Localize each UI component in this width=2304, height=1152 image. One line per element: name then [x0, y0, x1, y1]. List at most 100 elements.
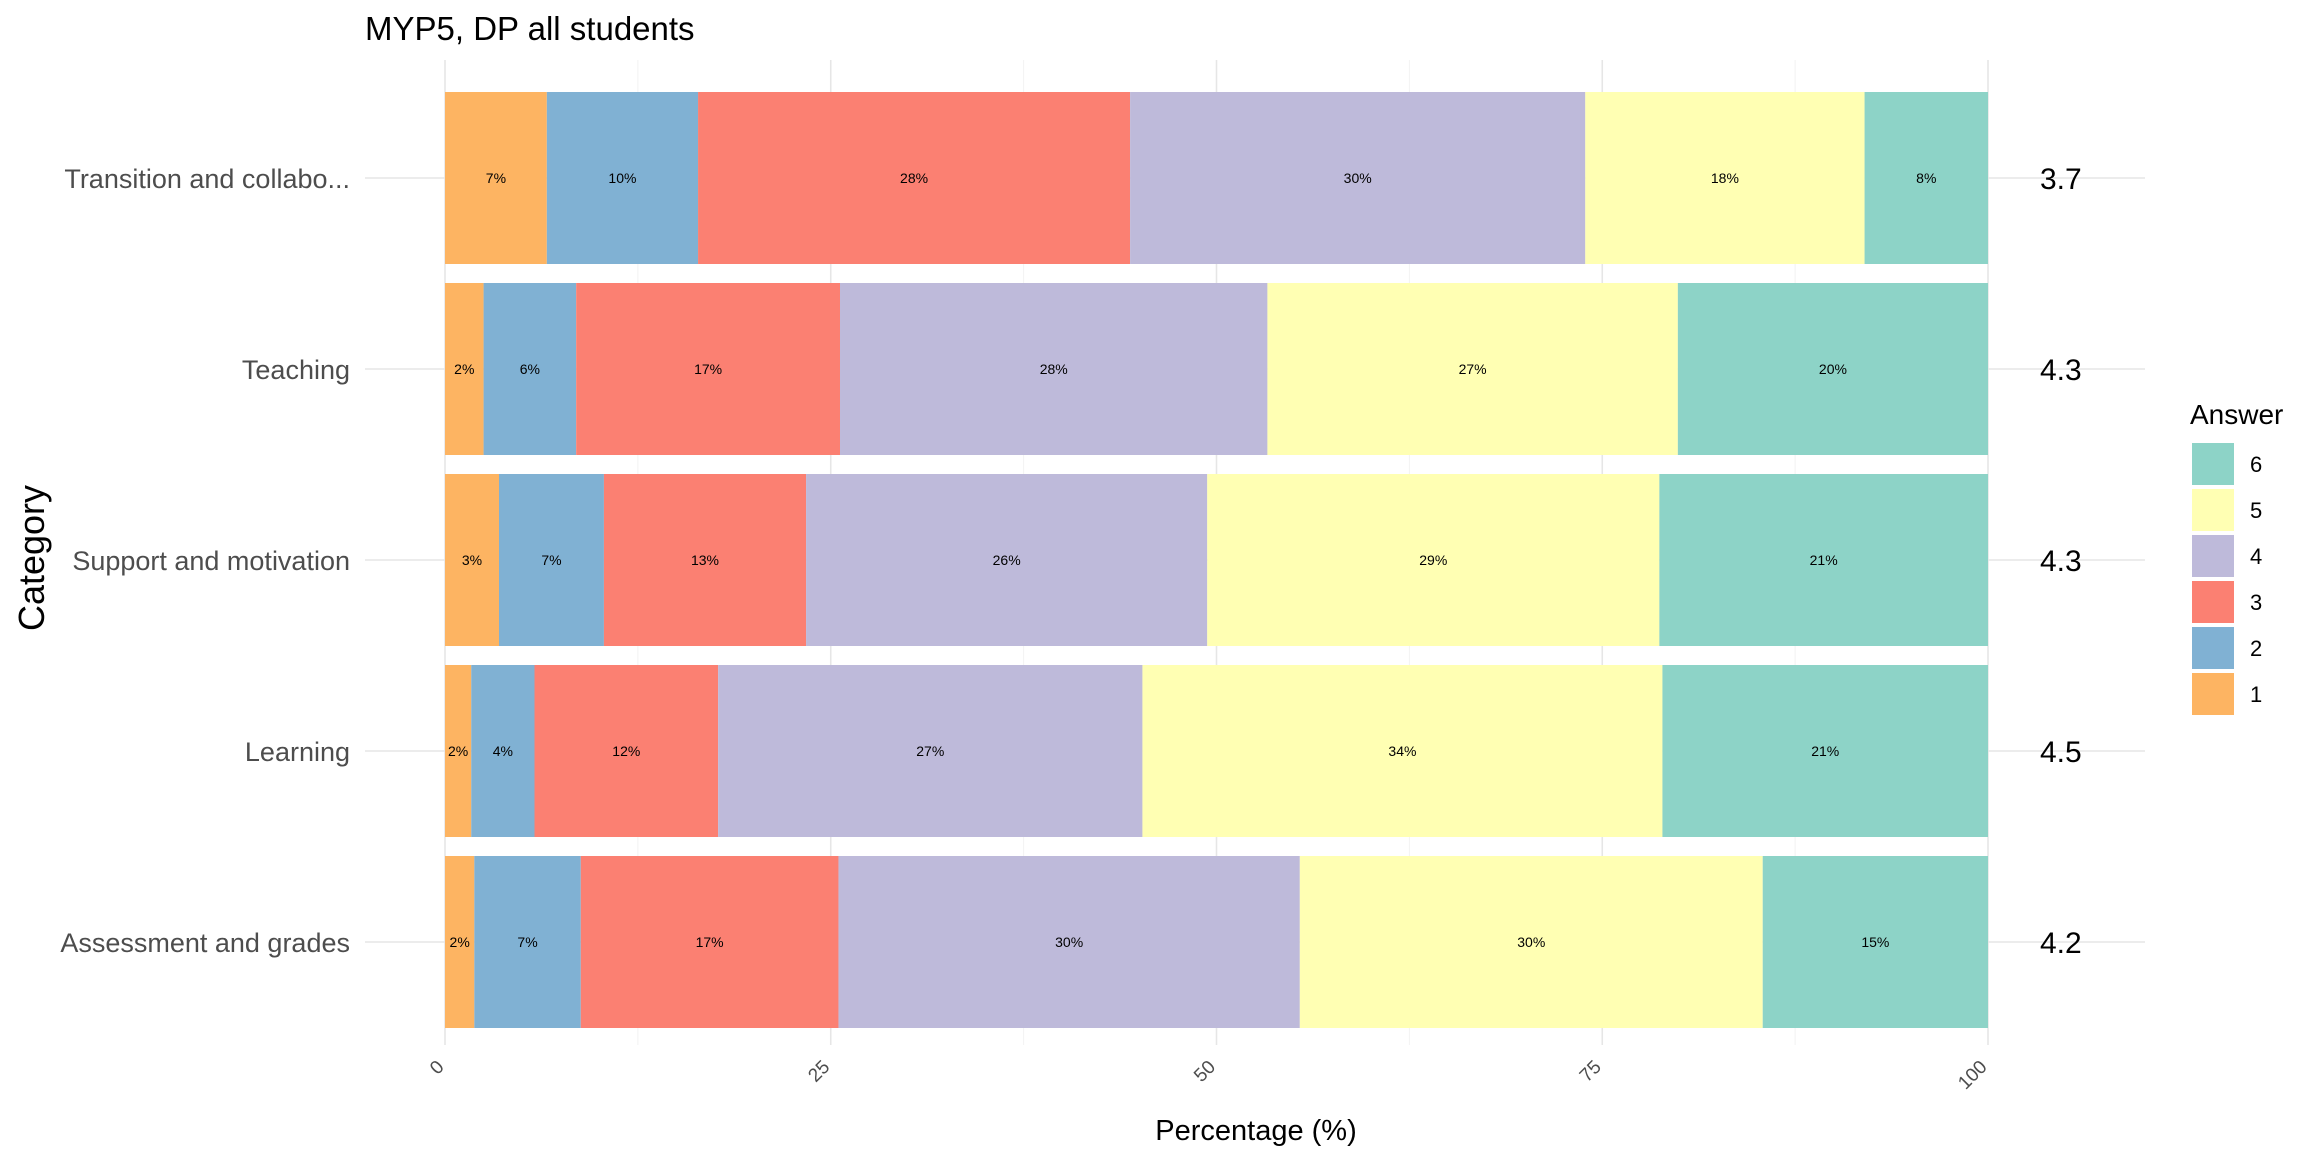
segment-label: 7% — [517, 934, 537, 950]
bar-segment — [445, 856, 475, 1028]
bar-segment — [471, 665, 535, 837]
segment-label: 2% — [450, 934, 470, 950]
mean-score-label: 3.7 — [2040, 163, 2082, 196]
segment-label: 28% — [900, 170, 928, 186]
segment-label: 17% — [696, 934, 724, 950]
mean-score-label: 4.5 — [2040, 736, 2082, 769]
bar-segment — [445, 665, 472, 837]
bar-segment — [445, 283, 484, 455]
bar-segment — [1662, 665, 1988, 837]
legend-label: 4 — [2250, 544, 2262, 569]
x-tick-label: 25 — [804, 1057, 834, 1087]
segment-label: 6% — [520, 361, 540, 377]
segment-labels-layer: 7% 10% 28% 30% 18% 8% 2% 6% 17% 28% 27% 20% 3% 7% 13% 2… — [448, 170, 1936, 950]
bar-segment — [445, 474, 500, 646]
segment-label: 30% — [1517, 934, 1545, 950]
segment-label: 17% — [694, 361, 722, 377]
mean-labels-layer: 3.7 4.3 4.3 4.5 4.2 — [2040, 163, 2082, 960]
bar-segment — [1585, 92, 1865, 264]
segment-label: 12% — [612, 743, 640, 759]
x-axis-title: Percentage (%) — [1155, 1115, 1357, 1147]
segment-label: 27% — [1459, 361, 1487, 377]
bar-segment — [1207, 474, 1660, 646]
category-label: Teaching — [242, 355, 350, 385]
bar-segment — [1299, 856, 1763, 1028]
segment-label: 7% — [541, 552, 561, 568]
category-label: Learning — [245, 737, 350, 767]
segment-label: 13% — [691, 552, 719, 568]
segment-label: 3% — [462, 552, 482, 568]
x-tick-label: 100 — [1954, 1057, 1991, 1094]
legend-label: 3 — [2250, 590, 2262, 615]
bar-segment — [1267, 283, 1678, 455]
legend-swatch — [2192, 673, 2234, 715]
legend-swatch — [2192, 535, 2234, 577]
bar-segment — [806, 474, 1208, 646]
bar-segment — [1864, 92, 1988, 264]
bar-segment — [499, 474, 604, 646]
segment-label: 26% — [993, 552, 1021, 568]
bar-segment — [838, 856, 1300, 1028]
x-tick-labels-layer: 0 25 50 75 100 — [426, 1057, 1991, 1094]
legend-swatch — [2192, 443, 2234, 485]
bar-segment — [580, 856, 839, 1028]
segment-label: 2% — [454, 361, 474, 377]
bar-segment — [603, 474, 807, 646]
bar-segment — [718, 665, 1143, 837]
category-label: Assessment and grades — [60, 928, 350, 958]
legend-items: 6 5 4 3 2 1 — [2192, 443, 2262, 715]
segment-label: 10% — [608, 170, 636, 186]
legend-label: 5 — [2250, 498, 2262, 523]
bar-segment — [1677, 283, 1988, 455]
y-axis-title: Category — [11, 485, 52, 631]
legend-label: 6 — [2250, 452, 2262, 477]
segment-label: 29% — [1419, 552, 1447, 568]
segment-label: 30% — [1055, 934, 1083, 950]
segment-label: 20% — [1819, 361, 1847, 377]
segment-label: 34% — [1388, 743, 1416, 759]
bars-layer — [445, 92, 1988, 1028]
bar-segment — [1130, 92, 1586, 264]
bar-segment — [483, 283, 577, 455]
mean-score-label: 4.3 — [2040, 545, 2082, 578]
category-label: Support and motivation — [72, 546, 350, 576]
segment-label: 8% — [1916, 170, 1936, 186]
segment-label: 18% — [1711, 170, 1739, 186]
bar-segment — [546, 92, 699, 264]
segment-label: 30% — [1344, 170, 1372, 186]
legend-swatch — [2192, 581, 2234, 623]
bar-segment — [445, 92, 547, 264]
legend-label: 1 — [2250, 682, 2262, 707]
legend-swatch — [2192, 489, 2234, 531]
x-tick-label: 0 — [426, 1057, 448, 1079]
category-labels-layer: Transition and collabo... Teaching Support… — [60, 164, 350, 958]
bar-segment — [474, 856, 581, 1028]
segment-label: 27% — [916, 743, 944, 759]
segment-label: 21% — [1810, 552, 1838, 568]
bar-segment — [1659, 474, 1988, 646]
legend-label: 2 — [2250, 636, 2262, 661]
x-tick-label: 75 — [1576, 1057, 1606, 1087]
legend-swatch — [2192, 627, 2234, 669]
bar-segment — [840, 283, 1268, 455]
segment-label: 21% — [1811, 743, 1839, 759]
chart-title: MYP5, DP all students — [365, 10, 695, 47]
segment-label: 2% — [448, 743, 468, 759]
mean-score-label: 4.2 — [2040, 927, 2082, 960]
bar-segment — [576, 283, 841, 455]
x-tick-label: 50 — [1190, 1057, 1220, 1087]
category-label: Transition and collabo... — [64, 164, 350, 194]
mean-score-label: 4.3 — [2040, 354, 2082, 387]
bar-segment — [1142, 665, 1663, 837]
bar-segment — [1762, 856, 1988, 1028]
segment-label: 28% — [1040, 361, 1068, 377]
legend-title: Answer — [2190, 399, 2283, 430]
segment-label: 15% — [1861, 934, 1889, 950]
bar-segment — [534, 665, 719, 837]
segment-label: 4% — [493, 743, 513, 759]
segment-label: 7% — [486, 170, 506, 186]
legend: Answer 6 5 4 3 2 1 — [2190, 399, 2283, 715]
bar-segment — [698, 92, 1131, 264]
